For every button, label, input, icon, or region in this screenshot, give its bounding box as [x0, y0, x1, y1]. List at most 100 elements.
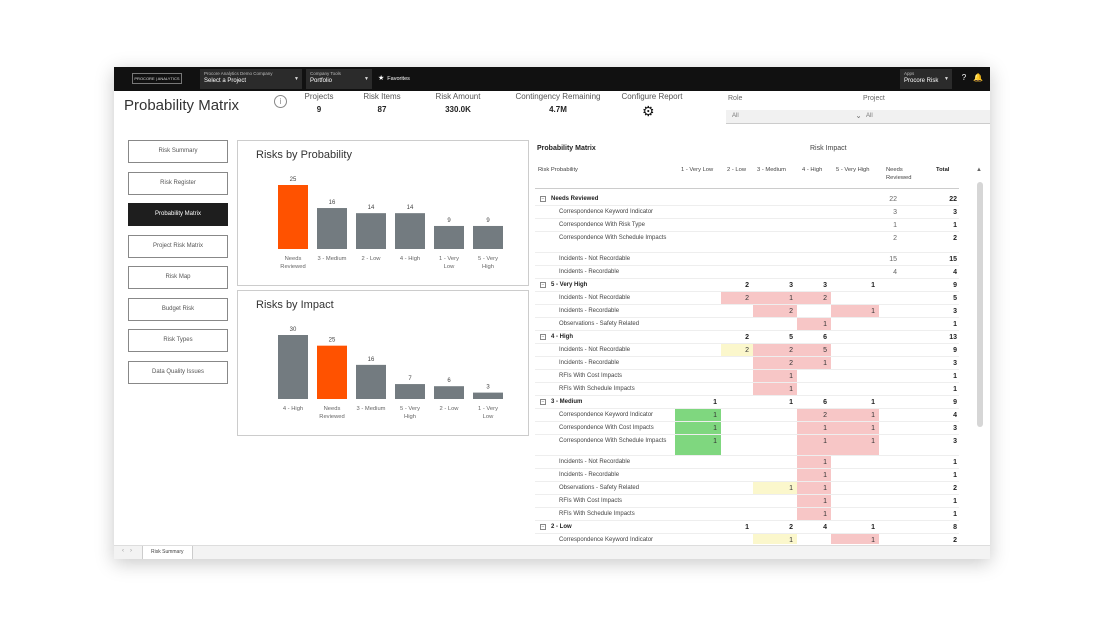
chevron-left-icon[interactable]: ‹ — [122, 548, 124, 554]
matrix-cell[interactable]: 2 — [721, 344, 753, 357]
nav-risk-types[interactable]: Risk Types — [128, 329, 228, 352]
matrix-row[interactable]: RFIs With Cost Impacts 1 1 — [535, 370, 975, 383]
matrix-cell[interactable]: 1 — [797, 469, 831, 482]
collapse-icon[interactable]: − — [540, 282, 546, 288]
matrix-cell[interactable] — [675, 232, 721, 253]
matrix-cell[interactable]: 1 — [753, 482, 797, 495]
collapse-icon[interactable]: − — [540, 524, 546, 530]
tools-select[interactable]: Company Tools Portfolio ▼ — [306, 69, 372, 89]
matrix-cell[interactable] — [879, 435, 927, 456]
matrix-cell[interactable]: 1 — [797, 357, 831, 370]
company-select[interactable]: Procore Analytics Demo Company Select a … — [200, 69, 302, 89]
matrix-row[interactable]: Correspondence With Risk Type 1 1 — [535, 219, 975, 232]
matrix-cell[interactable]: 1 — [675, 435, 721, 456]
matrix-cell[interactable] — [753, 232, 797, 253]
matrix-cell[interactable]: 1 — [797, 318, 831, 331]
bar[interactable] — [278, 335, 308, 399]
bar[interactable] — [278, 185, 308, 249]
bar[interactable] — [434, 386, 464, 399]
matrix-cell[interactable]: 2 — [721, 292, 753, 305]
matrix-cell[interactable]: 1 — [675, 422, 721, 435]
matrix-cell[interactable]: 1 — [831, 409, 879, 422]
nav-data-quality-issues[interactable]: Data Quality Issues — [128, 360, 228, 384]
nav-project-risk-matrix[interactable]: Project Risk Matrix — [128, 234, 228, 258]
bar[interactable] — [356, 364, 386, 399]
matrix-cell[interactable] — [721, 435, 753, 456]
favorites-button[interactable]: ★ Favorites — [378, 74, 410, 82]
apps-select[interactable]: Apps Procore Risk ▼ — [900, 69, 952, 89]
matrix-cell[interactable] — [797, 534, 831, 544]
configure-report-button[interactable]: Configure Report — [614, 92, 690, 101]
bar[interactable] — [473, 392, 503, 399]
matrix-cell[interactable] — [879, 534, 927, 544]
bar[interactable] — [317, 208, 347, 249]
matrix-cell[interactable]: 1 — [745, 524, 749, 531]
matrix-cell[interactable]: 1 — [753, 370, 797, 383]
matrix-cell[interactable]: 3 — [893, 209, 897, 216]
matrix-cell[interactable]: 1 — [753, 534, 797, 544]
matrix-cell[interactable]: 4 — [893, 269, 897, 276]
matrix-cell[interactable]: 5 — [789, 334, 793, 341]
matrix-cell[interactable]: 2 — [753, 305, 797, 318]
matrix-cell[interactable]: 2 — [745, 282, 749, 289]
matrix-group-row[interactable]: −4 - High 2 5 6 13 — [535, 331, 975, 344]
matrix-cell[interactable]: 1 — [797, 508, 831, 521]
matrix-cell[interactable]: 1 — [713, 399, 717, 406]
matrix-group-row[interactable]: − Needs Reviewed 22 22 — [535, 193, 975, 206]
matrix-cell[interactable]: 2 — [797, 409, 831, 422]
matrix-cell[interactable]: 1 — [797, 482, 831, 495]
matrix-scrollbar[interactable] — [977, 182, 983, 427]
matrix-cell[interactable]: 1 — [753, 292, 797, 305]
matrix-row[interactable]: Incidents - Not Recordable 1 1 — [535, 456, 975, 469]
matrix-row[interactable]: Correspondence With Schedule Impacts 1 1 1 3 — [535, 435, 975, 456]
matrix-cell[interactable]: 1 — [831, 305, 879, 318]
bar[interactable] — [473, 225, 503, 249]
scroll-up-icon[interactable]: ▲ — [976, 167, 982, 173]
matrix-cell[interactable]: 5 — [797, 344, 831, 357]
nav-risk-map[interactable]: Risk Map — [128, 266, 228, 289]
chevron-right-icon[interactable]: › — [130, 548, 132, 554]
matrix-cell[interactable]: 2 — [789, 524, 793, 531]
matrix-group-row[interactable]: −2 - Low 1 2 4 1 8 — [535, 521, 975, 534]
matrix-row[interactable]: Correspondence With Schedule Impacts 2 2 — [535, 232, 975, 253]
role-select[interactable]: All ⌄ — [726, 110, 866, 124]
matrix-cell[interactable]: 2 — [893, 235, 897, 242]
bar[interactable] — [317, 345, 347, 399]
matrix-group-row[interactable]: −5 - Very High 2 3 3 1 9 — [535, 279, 975, 292]
matrix-cell[interactable]: 1 — [797, 422, 831, 435]
matrix-row[interactable]: Correspondence Keyword Indicator 3 3 — [535, 206, 975, 219]
matrix-cell[interactable] — [797, 232, 831, 253]
matrix-row[interactable]: Correspondence Keyword Indicator 1 2 1 4 — [535, 409, 975, 422]
matrix-cell[interactable] — [721, 534, 753, 544]
matrix-cell[interactable]: 22 — [889, 196, 897, 203]
gear-icon[interactable]: ⚙ — [642, 103, 655, 119]
bell-icon[interactable]: 🔔 — [973, 73, 983, 82]
matrix-row[interactable]: RFIs With Cost Impacts 1 1 — [535, 495, 975, 508]
matrix-cell[interactable]: 1 — [831, 422, 879, 435]
matrix-row[interactable]: Incidents - Recordable 4 4 — [535, 266, 975, 279]
matrix-cell[interactable] — [753, 435, 797, 456]
matrix-cell[interactable]: 1 — [871, 524, 875, 531]
matrix-cell[interactable]: 1 — [789, 399, 793, 406]
matrix-cell[interactable]: 1 — [871, 282, 875, 289]
matrix-cell[interactable] — [721, 232, 753, 253]
matrix-cell[interactable]: 2 — [753, 357, 797, 370]
matrix-cell[interactable]: 1 — [797, 456, 831, 469]
matrix-row[interactable]: RFIs With Schedule Impacts 1 1 — [535, 383, 975, 396]
matrix-row[interactable]: Correspondence With Cost Impacts 1 1 1 3 — [535, 422, 975, 435]
matrix-cell[interactable]: 1 — [675, 409, 721, 422]
matrix-cell[interactable]: 2 — [797, 292, 831, 305]
matrix-row[interactable]: Incidents - Recordable 2 1 3 — [535, 305, 975, 318]
collapse-icon[interactable]: − — [540, 334, 546, 340]
matrix-cell[interactable] — [675, 534, 721, 544]
matrix-cell[interactable]: 1 — [797, 435, 831, 456]
project-select[interactable]: All ⌄ — [860, 110, 990, 124]
matrix-row[interactable]: Incidents - Recordable 1 1 — [535, 469, 975, 482]
nav-risk-register[interactable]: Risk Register — [128, 171, 228, 195]
matrix-row[interactable]: Incidents - Not Recordable 15 15 — [535, 253, 975, 266]
matrix-cell[interactable]: 1 — [831, 435, 879, 456]
bar[interactable] — [395, 384, 425, 399]
matrix-cell[interactable]: 2 — [753, 344, 797, 357]
matrix-cell[interactable]: 1 — [797, 495, 831, 508]
matrix-group-row[interactable]: −3 - Medium 1 1 6 1 9 — [535, 396, 975, 409]
